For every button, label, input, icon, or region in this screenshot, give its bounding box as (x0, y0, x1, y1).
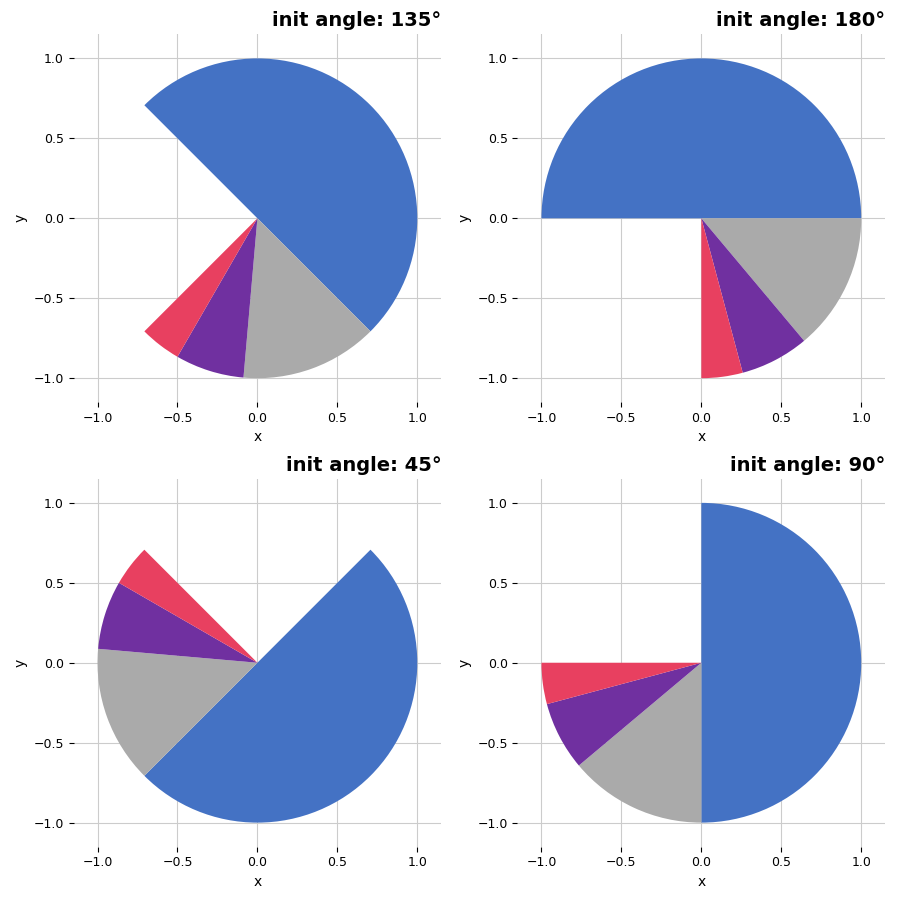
Wedge shape (547, 662, 701, 766)
Text: init angle: 45°: init angle: 45° (285, 455, 441, 474)
Wedge shape (701, 219, 861, 341)
Wedge shape (244, 219, 371, 378)
X-axis label: x: x (698, 430, 706, 445)
Y-axis label: y: y (458, 659, 472, 667)
Wedge shape (144, 219, 257, 356)
Wedge shape (701, 219, 742, 378)
Wedge shape (701, 503, 861, 823)
Text: init angle: 135°: init angle: 135° (272, 11, 441, 30)
Wedge shape (701, 219, 804, 373)
Wedge shape (579, 662, 701, 823)
Wedge shape (542, 662, 701, 704)
Wedge shape (119, 550, 257, 662)
Text: init angle: 180°: init angle: 180° (716, 11, 886, 30)
Y-axis label: y: y (14, 214, 28, 222)
Wedge shape (97, 649, 257, 776)
Wedge shape (98, 583, 257, 662)
Wedge shape (144, 58, 418, 331)
Wedge shape (542, 58, 861, 219)
Wedge shape (177, 219, 257, 378)
X-axis label: x: x (253, 430, 262, 445)
Text: init angle: 90°: init angle: 90° (730, 455, 886, 474)
Wedge shape (144, 550, 418, 823)
Y-axis label: y: y (14, 659, 28, 667)
X-axis label: x: x (253, 875, 262, 889)
Y-axis label: y: y (458, 214, 472, 222)
X-axis label: x: x (698, 875, 706, 889)
